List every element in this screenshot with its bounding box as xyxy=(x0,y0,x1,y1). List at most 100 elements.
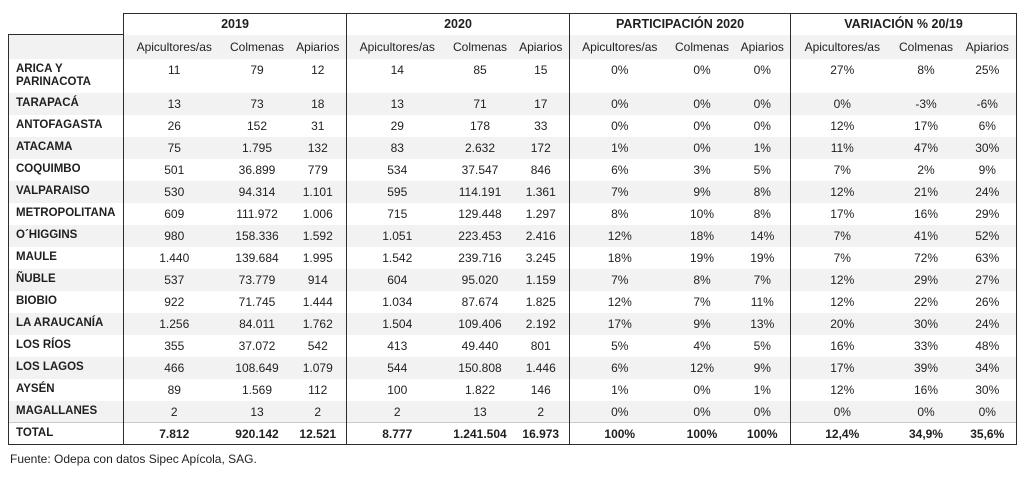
value-cell: 7.812 xyxy=(123,422,225,445)
value-cell: 16.973 xyxy=(512,422,570,445)
value-cell: 73.779 xyxy=(238,272,276,287)
value-cell: 34,9% xyxy=(893,422,959,445)
value-cell: 537 xyxy=(123,268,225,291)
col-header: Colmenas xyxy=(447,34,513,59)
value-cell: 49.440 xyxy=(461,338,499,353)
value-cell: 14% xyxy=(750,228,775,243)
table-row: ATACAMA 75 1.795 132 83 2.632 172 1% 0% 1% 11% 47% 3… xyxy=(8,136,1018,159)
value-cell: 12,4% xyxy=(790,422,894,445)
value-cell: 413 xyxy=(346,334,448,357)
value-cell: 920.142 xyxy=(224,422,290,445)
value-cell: 12% xyxy=(569,290,670,313)
value-cell: 530 xyxy=(123,180,225,203)
apiculture-stats-table: 2019 2020 PARTICIPACIÓN 2020 VARIACIÓN %… xyxy=(8,13,1018,445)
value-cell: 7% xyxy=(790,224,894,247)
value-cell: 37.547 xyxy=(461,162,499,177)
value-cell: 12% xyxy=(790,378,894,401)
value-cell: 47% xyxy=(914,140,939,155)
value-cell: 5% xyxy=(753,338,771,353)
value-cell: 0% xyxy=(569,114,670,137)
value-cell: 158.336 xyxy=(235,228,279,243)
value-cell: 2.632 xyxy=(464,140,496,155)
value-cell: 1.795 xyxy=(241,140,273,155)
value-cell: 71 xyxy=(473,96,487,111)
value-cell: 609 xyxy=(123,202,225,225)
table-body: ARICA Y PARINACOTA 11 79 12 14 85 15 0% 0% 0% 27% 8… xyxy=(8,58,1018,445)
table-row: BIOBIO 922 71.745 1.444 1.034 87.674 1.825 12% 7… xyxy=(8,290,1018,313)
value-cell: 1.006 xyxy=(302,206,333,221)
value-cell: 12 xyxy=(311,62,325,77)
value-cell: 595 xyxy=(346,180,448,203)
value-cell: 132 xyxy=(307,140,328,155)
value-cell: 5% xyxy=(569,334,670,357)
region-label: O´HIGGINS xyxy=(8,224,124,247)
value-cell: 914 xyxy=(307,272,328,287)
value-cell: 1.440 xyxy=(123,246,225,269)
value-cell: 85 xyxy=(473,62,487,77)
value-cell: 12% xyxy=(790,268,894,291)
value-cell: 112 xyxy=(308,382,328,397)
value-cell: 1.051 xyxy=(346,224,448,247)
value-cell: 72% xyxy=(914,250,939,265)
value-cell: 12% xyxy=(689,360,715,375)
page: 2019 2020 PARTICIPACIÓN 2020 VARIACIÓN %… xyxy=(8,13,1018,466)
value-cell: 41% xyxy=(914,228,939,243)
table-row: MAULE 1.440 139.684 1.995 1.542 239.716 3.245 1… xyxy=(8,246,1018,269)
table-row: LA ARAUCANÍA 1.256 84.011 1.762 1.504 109.406… xyxy=(8,312,1018,335)
group-header-2019: 2019 xyxy=(123,13,347,35)
value-cell: 1.034 xyxy=(346,290,448,313)
col-header: Apicultores/as xyxy=(123,34,225,59)
value-cell: 0% xyxy=(790,92,894,115)
value-cell: 12% xyxy=(790,290,894,313)
region-header-cell xyxy=(8,34,124,59)
value-cell: 223.453 xyxy=(458,228,502,243)
value-cell: 1.762 xyxy=(302,316,333,331)
value-cell: 22% xyxy=(914,294,939,309)
value-cell: 0% xyxy=(693,382,711,397)
value-cell: 534 xyxy=(346,158,448,181)
value-cell: 1.822 xyxy=(464,382,496,397)
col-header: Apiarios xyxy=(289,34,347,59)
value-cell: 2.416 xyxy=(525,228,556,243)
table-row: TARAPACÁ 13 73 18 13 71 17 0% 0% 0% 0% -3% -6% xyxy=(8,92,1018,115)
value-cell: 108.649 xyxy=(235,360,279,375)
col-header: Apiarios xyxy=(958,34,1018,59)
value-cell: 8% xyxy=(693,272,711,287)
value-cell: 31 xyxy=(311,118,325,133)
value-cell: 19% xyxy=(689,250,715,265)
value-cell: 0% xyxy=(569,400,670,423)
value-cell: 1.995 xyxy=(302,250,333,265)
value-cell: 24% xyxy=(958,312,1018,335)
value-cell: 1.159 xyxy=(525,272,556,287)
col-header: Apicultores/as xyxy=(346,34,448,59)
value-cell: 801 xyxy=(530,338,551,353)
col-header: Colmenas xyxy=(224,34,290,59)
value-cell: 39% xyxy=(914,360,939,375)
value-cell: 0% xyxy=(958,400,1018,423)
corner-cell xyxy=(8,13,124,35)
col-header: Colmenas xyxy=(669,34,735,59)
table-row-total: TOTAL 7.812 920.142 12.521 8.777 1.241.504 16.… xyxy=(8,422,1018,445)
value-cell: 1% xyxy=(569,378,670,401)
value-cell: 15 xyxy=(534,62,548,77)
value-cell: 846 xyxy=(530,162,551,177)
value-cell: 19% xyxy=(750,250,775,265)
value-cell: 4% xyxy=(693,338,711,353)
value-cell: 100% xyxy=(569,422,670,445)
region-label: COQUIMBO xyxy=(8,158,124,181)
group-header-variacion: VARIACIÓN % 20/19 xyxy=(790,13,1018,35)
value-cell: 14 xyxy=(346,58,448,93)
value-cell: 8.777 xyxy=(346,422,448,445)
value-cell: 11% xyxy=(750,294,774,309)
value-cell: 27% xyxy=(958,268,1018,291)
value-cell: 12% xyxy=(790,180,894,203)
value-cell: 8% xyxy=(569,202,670,225)
group-header-participacion: PARTICIPACIÓN 2020 xyxy=(568,13,792,35)
value-cell: 2 xyxy=(314,404,322,419)
value-cell: 24% xyxy=(958,180,1018,203)
region-label: TARAPACÁ xyxy=(8,92,124,115)
value-cell: 1.504 xyxy=(346,312,448,335)
table-row: O´HIGGINS 980 158.336 1.592 1.051 223.453 2.41… xyxy=(8,224,1018,247)
value-cell: 1.444 xyxy=(302,294,333,309)
table-row: ÑUBLE 537 73.779 914 604 95.020 1.159 7% 8% 7% 12%… xyxy=(8,268,1018,291)
